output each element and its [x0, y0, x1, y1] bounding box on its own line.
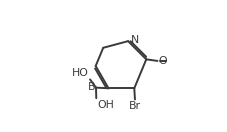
- Text: HO: HO: [72, 68, 89, 78]
- Text: O: O: [158, 56, 167, 65]
- Text: OH: OH: [97, 100, 114, 110]
- Text: N: N: [131, 36, 139, 46]
- Text: Br: Br: [129, 101, 141, 111]
- Text: B: B: [88, 82, 96, 92]
